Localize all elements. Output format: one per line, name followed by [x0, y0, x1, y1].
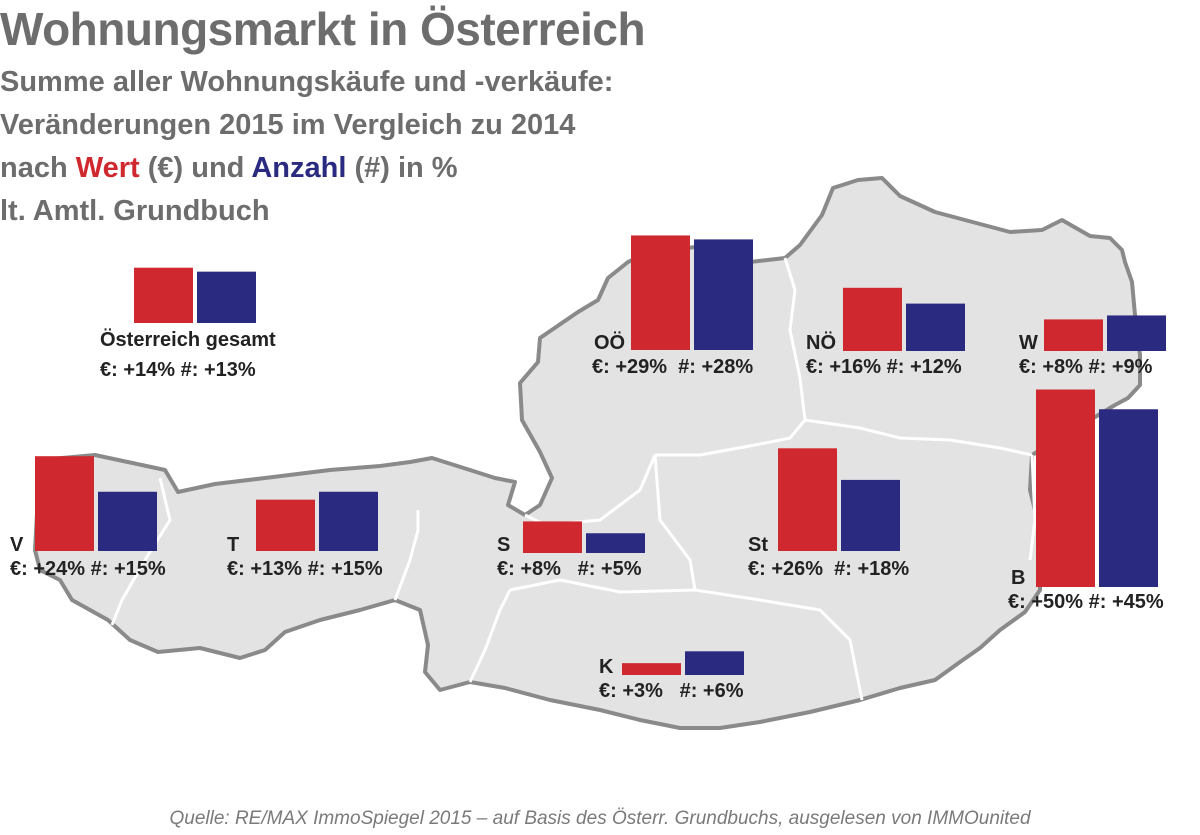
state-borders: [110, 257, 1037, 701]
region-values-w: €: +8% #: +9%: [1019, 356, 1153, 378]
legend-wert-label: Wert: [75, 152, 140, 184]
bar-anzahl-v: [98, 491, 157, 551]
region-values-st: €: +26% #: +18%: [748, 558, 909, 580]
subtitle-prefix: nach: [0, 152, 76, 184]
bar-wert-t: [256, 499, 315, 551]
bar-anzahl-noe: [906, 303, 965, 351]
bar-wert-ooe: [631, 235, 690, 350]
subtitle-line-2: Veränderungen 2015 im Vergleich zu 2014: [0, 109, 576, 141]
region-code-st: St: [748, 534, 768, 556]
subtitle-line-3: nach Wert (€) und Anzahl (#) in %: [0, 152, 458, 185]
bar-anzahl-w: [1107, 315, 1166, 351]
region-code-k: K: [599, 656, 614, 678]
bar-anzahl-ooe: [694, 239, 753, 350]
border-t-s: [393, 510, 420, 601]
border-noe-st: [804, 418, 1033, 457]
legend-anzahl-label: Anzahl: [251, 152, 347, 184]
border-k-st: [509, 578, 864, 701]
subtitle-line-4: lt. Amtl. Grundbuch: [0, 195, 270, 227]
border-s-st: [653, 454, 697, 591]
bar-wert-w: [1044, 319, 1103, 351]
region-code-s: S: [497, 534, 510, 556]
region-values-b: €: +50% #: +45%: [1008, 591, 1164, 613]
subtitle-mid: (€) und: [139, 152, 252, 184]
region-values-v: €: +24% #: +15%: [10, 558, 166, 580]
source-note: Quelle: RE/MAX ImmoSpiegel 2015 – auf Ba…: [169, 808, 1031, 829]
bar-wert-noe: [843, 287, 902, 351]
bar-anzahl-b: [1099, 409, 1158, 587]
bar-wert-st: [778, 448, 837, 551]
region-code-w: W: [1019, 332, 1038, 354]
region-values-ooe: €: +29% #: +28%: [592, 356, 753, 378]
labels-layer: Österreich gesamt €: +14% #: +13% OÖ€: +29…: [10, 328, 1164, 702]
bar-wert-k: [622, 663, 681, 675]
region-code-v: V: [10, 534, 24, 556]
region-values-s: €: +8% #: +5%: [497, 558, 642, 580]
subtitle-suffix: (#) in %: [346, 152, 458, 184]
border-s-k: [468, 589, 512, 683]
bar-anzahl-st: [841, 479, 900, 551]
region-values-k: €: +3% #: +6%: [599, 680, 744, 702]
austria-outline: [33, 176, 1142, 730]
subtitle-line-1: Summe aller Wohnungskäufe und -verkäufe:: [0, 66, 614, 98]
region-values-t: €: +13% #: +15%: [227, 558, 383, 580]
region-code-t: T: [227, 534, 239, 556]
bar-anzahl-s: [586, 533, 645, 553]
region-values-noe: €: +16% #: +12%: [806, 356, 962, 378]
region-values-oesterreich-gesamt: €: +14% #: +13%: [100, 359, 256, 381]
chart-title: Wohnungsmarkt in Österreich: [0, 3, 646, 55]
region-code-b: B: [1011, 567, 1025, 589]
border-ooe-noe: [783, 257, 807, 421]
bar-anzahl-oesterreich-gesamt: [197, 271, 256, 323]
region-code-ooe: OÖ: [594, 331, 625, 354]
border-ooe-st: [655, 419, 807, 457]
border-st-b: [1028, 454, 1037, 561]
bar-anzahl-t: [319, 491, 378, 551]
border-v-t: [110, 477, 172, 626]
bar-wert-v: [35, 456, 94, 551]
bar-wert-oesterreich-gesamt: [134, 267, 193, 323]
region-code-oesterreich-gesamt: Österreich gesamt: [100, 328, 276, 351]
austria-map: [33, 176, 1142, 730]
bars-layer: [35, 235, 1166, 675]
bar-anzahl-k: [685, 651, 744, 675]
bar-wert-b: [1036, 389, 1095, 587]
region-code-noe: NÖ: [806, 331, 836, 354]
bar-wert-s: [523, 521, 582, 553]
